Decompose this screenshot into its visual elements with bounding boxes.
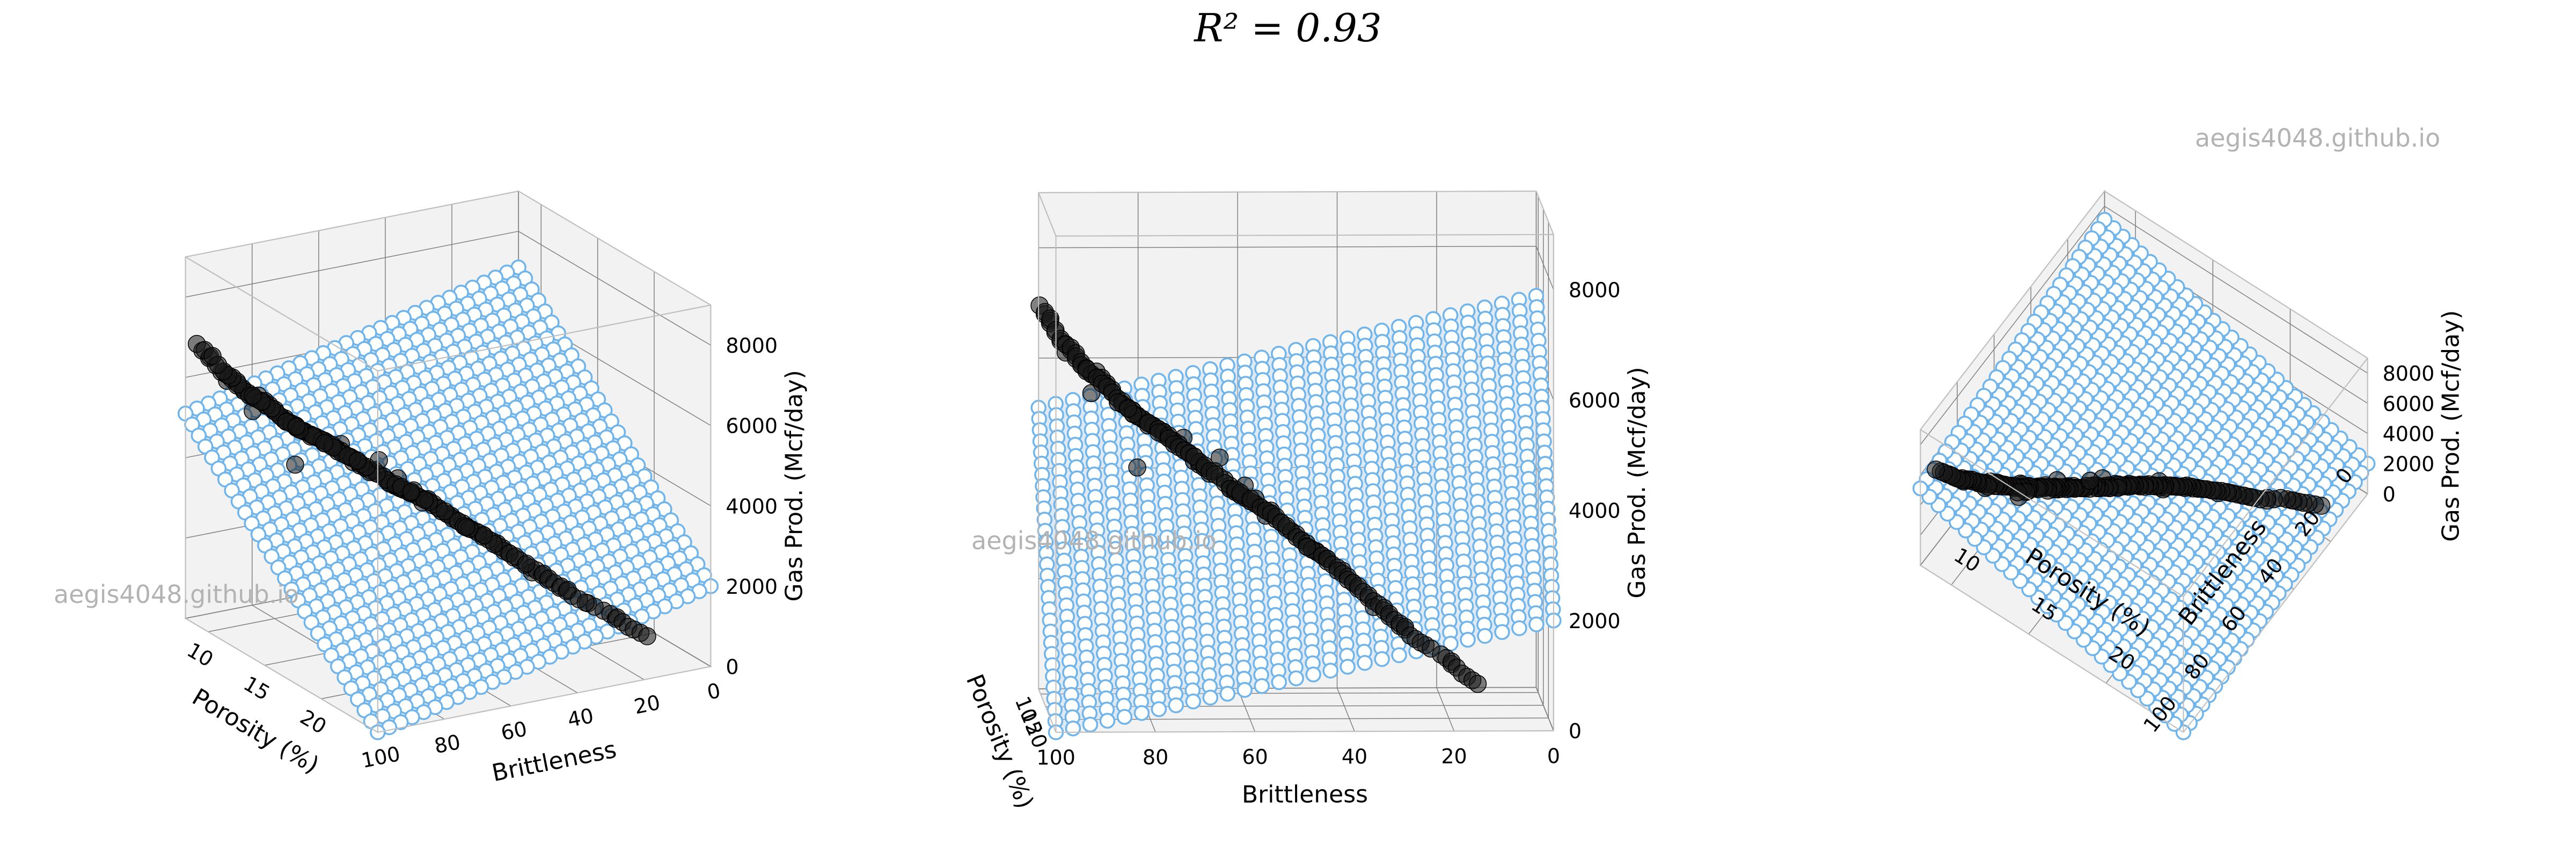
- svg-text:2000: 2000: [2383, 453, 2435, 476]
- svg-text:2000: 2000: [726, 575, 778, 599]
- svg-text:40: 40: [566, 704, 596, 732]
- svg-text:8000: 8000: [726, 334, 778, 358]
- plot-title: R² = 0.93: [1194, 5, 1382, 50]
- 3d-scatter-plot-2: 101520Porosity (%)020406080100Brittlenes…: [880, 86, 1712, 838]
- subplot-2: 101520Porosity (%)020406080100Brittlenes…: [880, 86, 1712, 838]
- svg-text:8000: 8000: [1569, 279, 1621, 302]
- svg-text:40: 40: [1342, 745, 1367, 768]
- svg-text:80: 80: [1143, 745, 1168, 769]
- svg-text:0: 0: [2383, 483, 2396, 506]
- svg-text:80: 80: [433, 730, 463, 759]
- 3d-scatter-plot-1: 101520Porosity (%)020406080100Brittlenes…: [32, 86, 864, 838]
- svg-text:0: 0: [1547, 744, 1560, 768]
- svg-text:Brittleness: Brittleness: [1242, 781, 1368, 809]
- 3d-scatter-plot-3: 101520Porosity (%)020406080100Brittlenes…: [1728, 86, 2560, 838]
- svg-text:100: 100: [360, 742, 402, 773]
- svg-text:20: 20: [296, 705, 331, 739]
- svg-text:20: 20: [632, 690, 662, 719]
- watermark-1: aegis4048.github.io: [54, 580, 299, 609]
- svg-text:0: 0: [705, 679, 722, 704]
- svg-text:60: 60: [1242, 745, 1268, 769]
- svg-text:6000: 6000: [726, 414, 778, 438]
- watermark-2: aegis4048.github.io: [971, 526, 1217, 555]
- svg-text:Gas Prod. (Mcf/day): Gas Prod. (Mcf/day): [1623, 367, 1651, 598]
- subplot-3: 101520Porosity (%)020406080100Brittlenes…: [1728, 86, 2560, 838]
- svg-text:4000: 4000: [1569, 499, 1621, 522]
- svg-text:0: 0: [1569, 719, 1582, 743]
- svg-text:2000: 2000: [1569, 609, 1621, 633]
- svg-text:Gas Prod. (Mcf/day): Gas Prod. (Mcf/day): [2438, 310, 2465, 542]
- watermark-3: aegis4048.github.io: [2195, 123, 2440, 152]
- svg-text:10: 10: [183, 638, 217, 672]
- svg-text:8000: 8000: [2383, 362, 2435, 385]
- svg-text:4000: 4000: [726, 494, 778, 518]
- svg-text:Gas Prod. (Mcf/day): Gas Prod. (Mcf/day): [780, 370, 808, 601]
- svg-text:6000: 6000: [1569, 389, 1621, 412]
- svg-text:60: 60: [499, 717, 529, 745]
- subplot-1: 101520Porosity (%)020406080100Brittlenes…: [32, 86, 864, 838]
- svg-text:20: 20: [1441, 745, 1467, 768]
- svg-text:4000: 4000: [2383, 422, 2435, 446]
- svg-text:6000: 6000: [2383, 392, 2435, 416]
- svg-text:0: 0: [726, 655, 738, 679]
- svg-text:100: 100: [1036, 746, 1075, 769]
- svg-text:15: 15: [239, 672, 274, 705]
